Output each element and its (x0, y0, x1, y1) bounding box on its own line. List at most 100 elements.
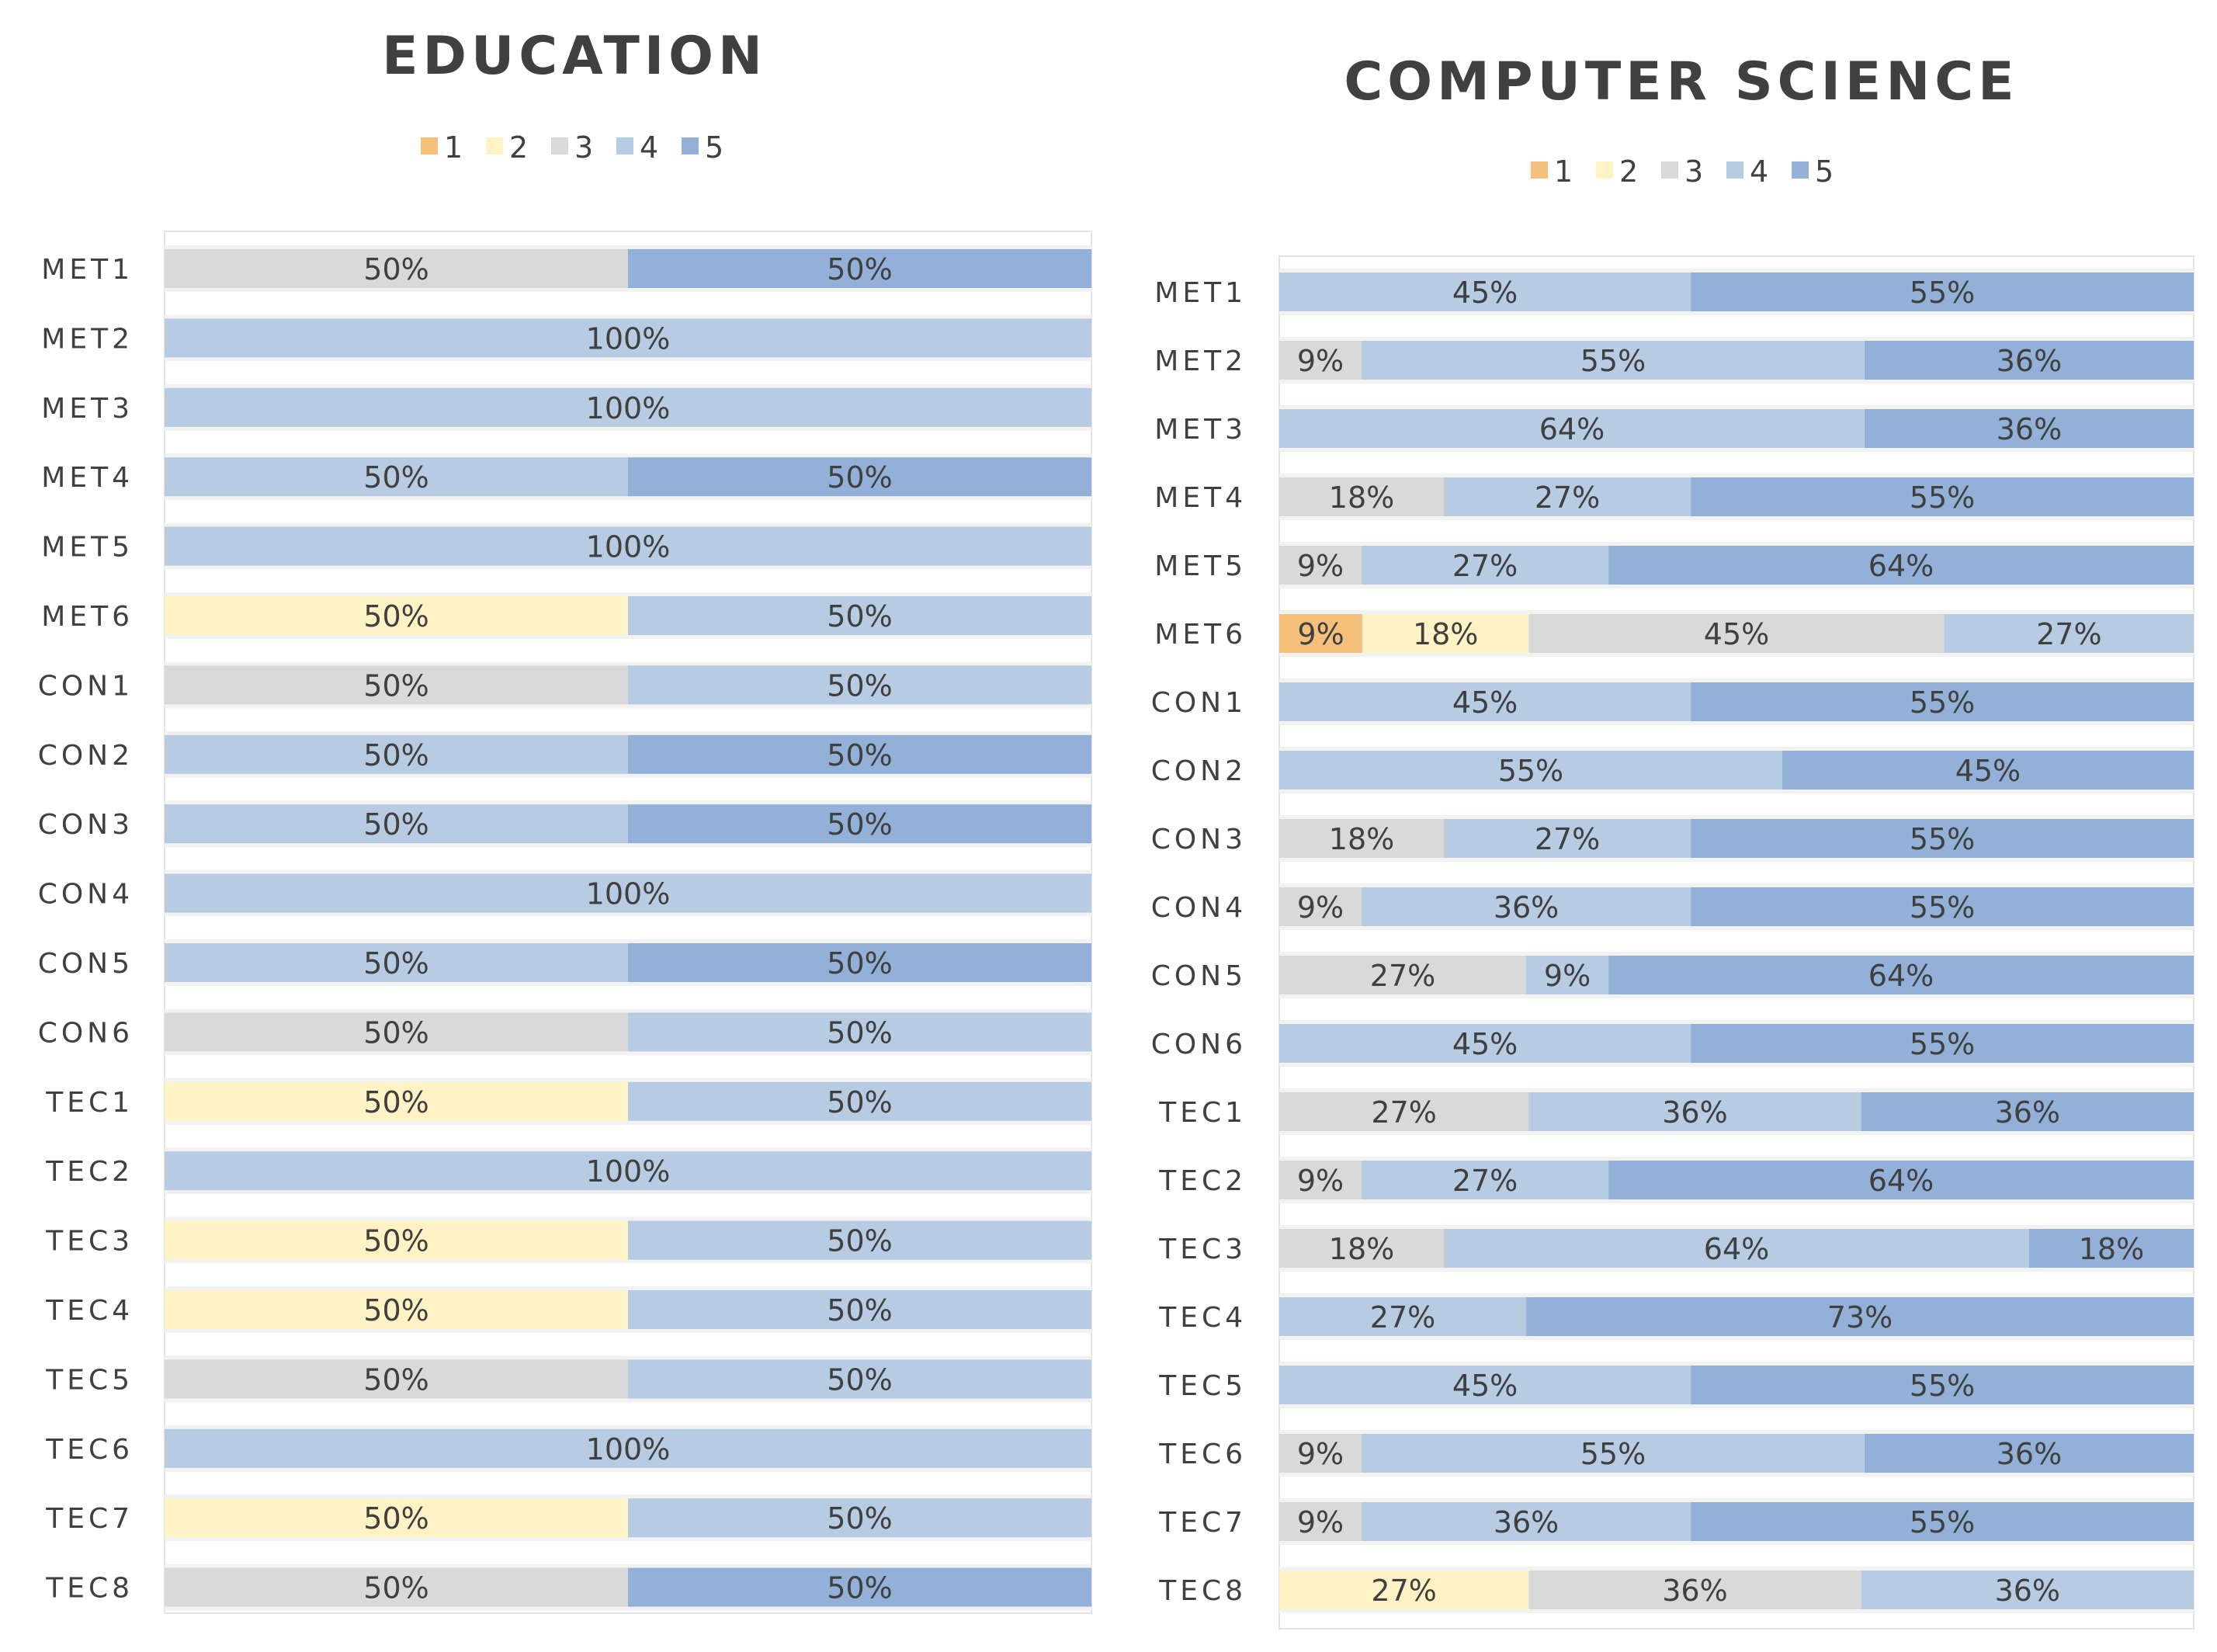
bar-segment-4 (1362, 546, 1609, 585)
bar-segment-5 (1691, 819, 2194, 858)
data-label: 36% (1494, 1505, 1559, 1539)
category-label: MET2 (41, 323, 134, 355)
bar-segment-4 (165, 318, 1091, 358)
data-label: 50% (363, 599, 428, 633)
bar-segment-5 (1691, 272, 2194, 311)
data-label: 27% (1535, 481, 1600, 515)
bar-segment-4 (1528, 1092, 1861, 1131)
data-label: 9% (1297, 1505, 1344, 1539)
bar-segment-4 (1279, 409, 1865, 448)
bar-segment-4 (165, 526, 1091, 566)
bar-segment-3 (1279, 341, 1362, 380)
data-label: 55% (1498, 754, 1563, 788)
data-label: 100% (586, 1432, 671, 1466)
data-label: 45% (1955, 754, 2021, 788)
data-label: 50% (363, 1571, 428, 1605)
legend-swatch-4 (1726, 161, 1743, 179)
category-label: CON5 (38, 948, 134, 980)
bar-segment-4 (1362, 1434, 1865, 1473)
category-label: CON2 (38, 740, 134, 772)
data-label: 55% (1910, 1505, 1975, 1539)
bar-row-met5: MET5 9% 27% 64% (1154, 542, 2194, 588)
data-label: 45% (1452, 1027, 1518, 1061)
legend-label-2: 2 (1619, 154, 1638, 189)
data-label: 100% (586, 877, 671, 911)
data-label: 45% (1452, 276, 1518, 310)
legend: 1 2 3 4 5 (421, 130, 723, 165)
bar-segment-3 (1279, 546, 1362, 585)
plot-area (1279, 255, 2194, 1629)
category-label: CON4 (38, 879, 134, 911)
bar-row-met2: MET2 9% 55% 36% (1154, 337, 2194, 384)
bar-segment-4 (1279, 682, 1691, 721)
data-label: 100% (586, 391, 671, 425)
bar-row-con1: CON1 50% 50% (38, 661, 1091, 709)
data-label: 27% (1370, 959, 1435, 993)
bar-segment-3 (165, 1567, 628, 1607)
category-label: TEC7 (1158, 1507, 1247, 1539)
category-label: TEC3 (1158, 1234, 1247, 1265)
category-label: TEC5 (1158, 1370, 1247, 1402)
bar-segment-4 (628, 596, 1091, 635)
education-chart: EDUCATION 1 2 3 4 5 MET1 50% 50% MET2 100% MET3 100%… (38, 26, 1092, 1614)
data-label: 50% (827, 738, 892, 772)
data-label: 55% (1580, 344, 1646, 378)
bar-segment-4 (628, 665, 1091, 705)
data-label: 18% (1329, 481, 1394, 515)
bar-segment-4 (1444, 819, 1691, 858)
data-label: 50% (827, 807, 892, 842)
bar-segment-3 (1279, 887, 1362, 926)
data-label: 50% (827, 946, 892, 980)
bar-segment-4 (1444, 1229, 2029, 1268)
bar-segment-2 (165, 1498, 628, 1538)
data-label: 18% (1413, 617, 1478, 651)
category-label: MET5 (1154, 550, 1247, 582)
data-label: 27% (1371, 1574, 1436, 1608)
bar-segment-3 (1279, 819, 1445, 858)
data-label: 27% (1452, 549, 1518, 583)
bar-row-tec1: TEC1 50% 50% (45, 1078, 1091, 1125)
legend-swatch-3 (551, 137, 568, 154)
category-label: MET4 (41, 462, 134, 494)
data-label: 50% (363, 946, 428, 980)
bar-segment-4 (165, 804, 628, 844)
category-label: CON1 (38, 670, 134, 702)
category-label: MET4 (1154, 482, 1247, 514)
data-label: 50% (363, 1501, 428, 1536)
bar-segment-5 (1608, 1161, 2194, 1199)
data-label: 64% (1539, 412, 1605, 446)
legend-label-5: 5 (705, 130, 723, 165)
bar-segment-4 (1279, 1024, 1691, 1063)
data-label: 45% (1452, 1369, 1518, 1403)
bar-row-tec5: TEC5 45% 55% (1158, 1362, 2194, 1408)
bar-segment-4 (1279, 1297, 1527, 1336)
category-label: TEC2 (45, 1156, 134, 1188)
bar-segment-3 (1279, 956, 1527, 994)
bar-row-con3: CON3 50% 50% (38, 800, 1091, 848)
data-label: 50% (827, 668, 892, 703)
bar-segment-4 (628, 1498, 1091, 1538)
bar-segment-4 (628, 1081, 1091, 1121)
data-label: 45% (1452, 685, 1518, 720)
bar-segment-3 (165, 1012, 628, 1052)
data-label: 100% (586, 321, 671, 356)
bar-row-met5: MET5 100% (41, 522, 1091, 570)
bar-segment-5 (1608, 956, 2194, 994)
bar-segment-4 (1526, 956, 1609, 994)
bar-row-met3: MET3 64% 36% (1154, 405, 2194, 452)
data-label: 9% (1297, 344, 1344, 378)
bar-segment-4 (628, 1290, 1091, 1329)
data-label: 50% (363, 738, 428, 772)
bar-row-tec1: TEC1 27% 36% 36% (1158, 1088, 2194, 1135)
bar-segment-4 (1362, 341, 1865, 380)
bar-segment-5 (1864, 1434, 2194, 1473)
data-label: 18% (1329, 1232, 1394, 1266)
bar-row-met3: MET3 100% (41, 384, 1091, 431)
bar-row-tec6: TEC6 100% (45, 1425, 1091, 1472)
data-label: 18% (2079, 1232, 2144, 1266)
data-label: 45% (1704, 617, 1769, 651)
data-label: 50% (363, 1362, 428, 1397)
data-label: 55% (1910, 276, 1975, 310)
bar-segment-4 (628, 1220, 1091, 1260)
